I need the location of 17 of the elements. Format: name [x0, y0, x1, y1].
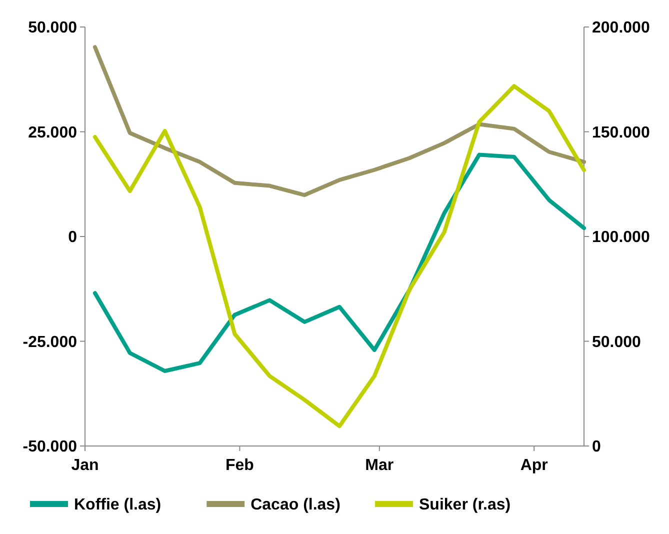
y2-tick-label: 0	[592, 438, 601, 456]
x-tick-label: Jan	[71, 457, 99, 474]
x-tick-label: Feb	[225, 457, 254, 474]
y-tick-label: -25.000	[22, 334, 78, 351]
legend-label: Koffie (l.as)	[74, 496, 162, 514]
y2-tick-label: 100.000	[592, 229, 650, 246]
legend-label: Suiker (r.as)	[419, 496, 511, 514]
legend-label: Cacao (l.as)	[250, 496, 340, 514]
y2-tick-label: 200.000	[592, 20, 650, 37]
y2-tick-label: 50.000	[592, 334, 642, 351]
y2-tick-label: 150.000	[592, 124, 650, 142]
x-tick-label: Apr	[520, 457, 548, 474]
y-tick-label: 0	[68, 229, 78, 246]
y-tick-label: 25.000	[28, 124, 78, 142]
y-tick-label: 50.000	[28, 20, 78, 37]
y-tick-label: -50.000	[22, 438, 78, 456]
x-tick-label: Mar	[365, 457, 394, 474]
